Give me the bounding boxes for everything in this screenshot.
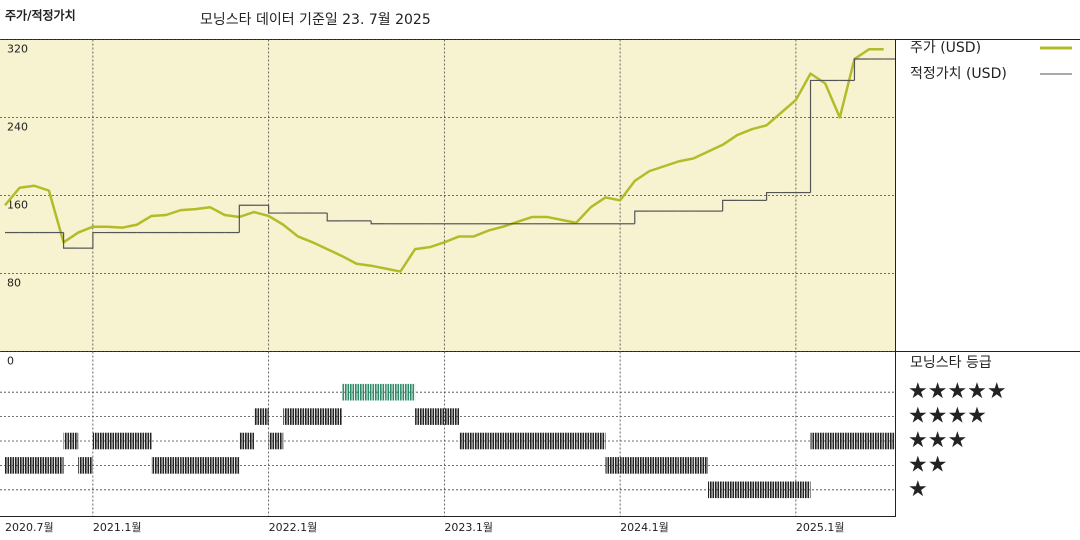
rating-bar [664,457,679,474]
rating-bar [722,481,738,499]
rating-bar [517,432,533,450]
rating-bar [239,432,254,450]
rating-bar [210,457,225,474]
rating-bar [371,383,386,401]
rating-bar [590,432,606,450]
y-tick-label: 240 [7,121,28,134]
rating-label: ★★★ [908,428,967,453]
rating-bar [693,457,708,474]
rating-bar [122,432,137,450]
rating-bar [385,383,401,401]
plot-background [0,39,895,351]
rating-bar [268,432,284,450]
rating-bar [561,432,577,450]
y-tick-label: 80 [7,277,21,290]
rating-bar [883,432,895,450]
x-tick-label: 2020.7월 [5,521,54,534]
rating-bar [19,457,35,474]
rating-bar [502,432,518,450]
rating-bar [136,432,152,450]
legend-label: 적정가치 (USD) [910,66,1007,82]
rating-bar [810,432,826,450]
rating-bar [151,457,167,474]
rating-bar [107,432,123,450]
fair-value-line [634,210,650,224]
rating-bar [473,432,489,450]
fair-value-line [238,204,254,233]
rating-label: ★★ [908,452,947,477]
x-tick-label: 2021.1월 [93,521,142,534]
rating-bar [195,457,211,474]
rating-label: ★ [908,477,928,502]
rating-bar [605,457,621,474]
fair-value-line [326,213,342,222]
rating-bar [180,457,196,474]
fair-value-line [92,231,108,249]
rating-title: 모닝스타 등급 [910,355,992,371]
rating-bar [224,457,240,474]
fair-value-line [62,232,79,249]
rating-bar [459,432,474,450]
fair-value-line [853,58,870,81]
rating-bar [327,408,342,425]
rating-bar [737,481,752,499]
rating-bar [781,481,796,499]
y-tick-label: 0 [7,355,14,368]
y-tick-label: 160 [7,199,28,212]
rating-bar [341,383,357,401]
rating-bar [34,457,49,474]
rating-bar [253,408,269,425]
rating-bar [48,457,64,474]
rating-bar [751,481,767,499]
rating-bar [869,432,884,450]
rating-bar [429,408,445,425]
y-tick-label: 320 [7,43,28,56]
rating-label: ★★★★ [908,404,987,429]
fair-value-line [722,199,738,212]
rating-bar [620,457,635,474]
rating-bar [356,383,372,401]
x-tick-label: 2023.1월 [444,521,493,534]
x-tick-label: 2022.1월 [269,521,318,534]
rating-bar [297,408,313,425]
fair-value-line [268,205,284,214]
chart-subtitle: 모닝스타 데이터 기준일 23. 7월 2025 [200,12,431,28]
rating-bar [166,457,181,474]
rating-bar [678,457,694,474]
rating-bar [63,432,79,450]
rating-bar [78,457,93,474]
fair-value-line [765,191,782,201]
rating-bar [444,408,460,425]
rating-bar [825,432,840,450]
rating-bar [649,457,665,474]
fair-value-line [809,79,826,193]
rating-bar [283,408,298,425]
rating-bar [708,481,723,499]
price-line [4,48,884,273]
rating-bar [5,457,20,474]
rating-bar [766,481,782,499]
rating-bar [854,432,870,450]
rating-bar [312,408,328,425]
rating-bar [546,432,562,450]
rating-bar [415,408,430,425]
rating-bar [532,432,547,450]
rating-bar [400,383,416,401]
rating-label: ★★★★★ [908,379,1007,404]
rating-bar [839,432,855,450]
rating-bar [634,457,650,474]
rating-bar [92,432,108,450]
rating-bar [488,432,503,450]
x-tick-label: 2024.1월 [620,521,669,534]
rating-bar [795,481,811,499]
x-tick-label: 2025.1월 [796,521,845,534]
fair-value-line [370,220,386,225]
chart-title: 주가/적정가치 [5,8,76,23]
legend-label: 주가 (USD) [910,40,981,56]
rating-bar [576,432,591,450]
